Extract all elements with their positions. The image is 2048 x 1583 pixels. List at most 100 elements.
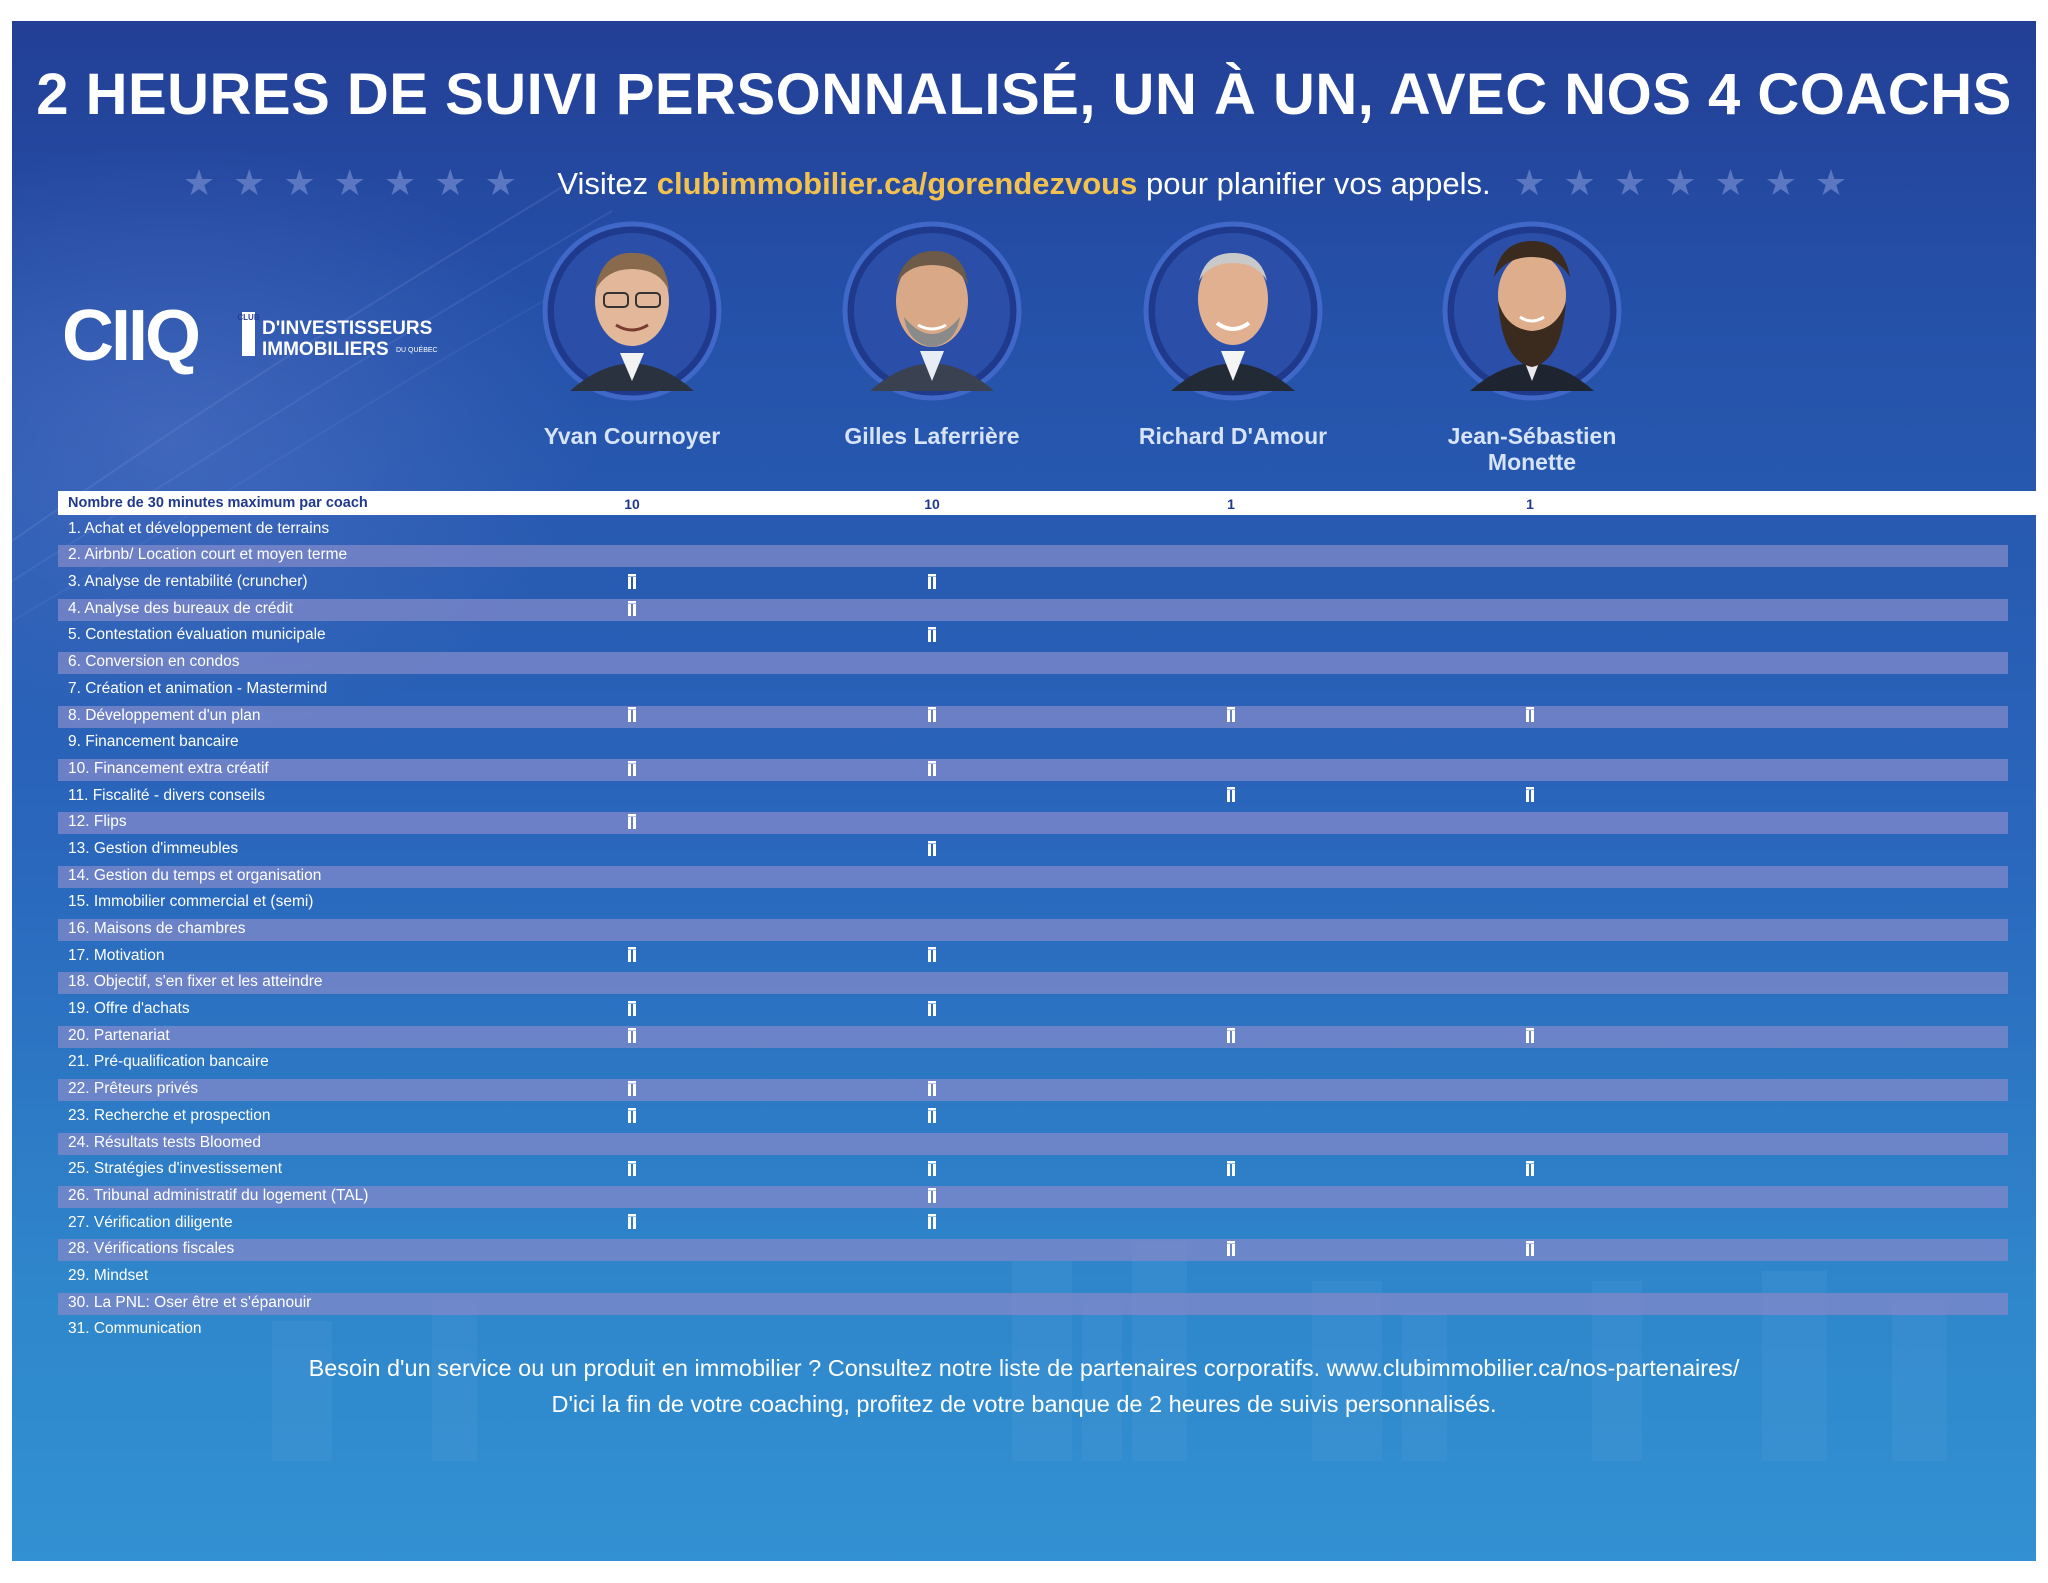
coach-richard: Richard D'Amour	[1103, 221, 1363, 449]
table-row: 12. Flips	[58, 809, 2036, 836]
topic-cell	[1500, 836, 1560, 863]
table-row: 13. Gestion d'immeubles	[58, 836, 2036, 863]
topic-cell	[1201, 622, 1261, 649]
topic-cell	[602, 916, 662, 943]
max-sessions-richard: 1	[1227, 496, 1235, 512]
topic-cell	[1201, 1290, 1261, 1317]
coach-name: Richard D'Amour	[1138, 423, 1328, 449]
topic-cell	[1500, 703, 1560, 730]
topic-cell	[1500, 1316, 1560, 1343]
topic-cell	[902, 1316, 962, 1343]
topic-cell	[602, 703, 662, 730]
topic-cell	[902, 1210, 962, 1237]
topic-cell	[1500, 622, 1560, 649]
topic-cell	[1500, 943, 1560, 970]
topic-cell	[1201, 996, 1261, 1023]
topic-cell	[602, 1183, 662, 1210]
topic-cell	[602, 863, 662, 890]
topic-label: 17. Motivation	[68, 946, 165, 964]
topic-cell	[902, 649, 962, 676]
topic-cell	[602, 1049, 662, 1076]
topic-cell	[602, 836, 662, 863]
coach-photo-avatar	[542, 221, 722, 401]
coach-gilles: Gilles Laferrière	[802, 221, 1062, 449]
stars-decoration-right: ★★★★★★★	[1513, 162, 1866, 203]
table-row: 20. Partenariat	[58, 1023, 2036, 1050]
check-mark-icon	[928, 627, 936, 643]
topic-cell	[602, 1023, 662, 1050]
topic-cell	[902, 809, 962, 836]
check-mark-icon	[628, 814, 636, 830]
topic-cell	[1500, 676, 1560, 703]
table-row: 21. Pré-qualification bancaire	[58, 1049, 2036, 1076]
topic-cell	[1201, 1210, 1261, 1237]
check-mark-icon	[628, 1000, 636, 1016]
topic-cell	[1500, 1210, 1560, 1237]
topic-cell	[902, 596, 962, 623]
topic-cell	[1201, 1049, 1261, 1076]
topic-label: 20. Partenariat	[68, 1026, 170, 1044]
topic-cell	[1500, 1183, 1560, 1210]
topic-cell	[1201, 836, 1261, 863]
topic-cell	[1500, 969, 1560, 996]
topic-cell	[902, 1263, 962, 1290]
topic-cell	[1201, 649, 1261, 676]
topic-cell	[1201, 783, 1261, 810]
topic-cell	[1201, 569, 1261, 596]
table-row: 30. La PNL: Oser être et s'épanouir	[58, 1290, 2036, 1317]
topic-label: 1. Achat et développement de terrains	[68, 519, 330, 537]
topic-cell	[1201, 1156, 1261, 1183]
topic-cell	[1500, 863, 1560, 890]
booking-link[interactable]: clubimmobilier.ca/gorendezvous	[656, 166, 1138, 201]
topic-cell	[1201, 1236, 1261, 1263]
topic-cell	[1201, 542, 1261, 569]
check-mark-icon	[1227, 1160, 1235, 1176]
topic-label: 11. Fiscalité - divers conseils	[68, 786, 265, 804]
check-mark-icon	[1227, 787, 1235, 803]
coach-photo-avatar	[842, 221, 1022, 401]
check-mark-icon	[1526, 1160, 1534, 1176]
check-mark-icon	[1227, 1241, 1235, 1257]
table-row: 26. Tribunal administratif du logement (…	[58, 1183, 2036, 1210]
topic-cell	[902, 729, 962, 756]
topic-cell	[602, 622, 662, 649]
table-row: 2. Airbnb/ Location court et moyen terme	[58, 542, 2036, 569]
table-row: 19. Offre d'achats	[58, 996, 2036, 1023]
topic-cell	[1201, 969, 1261, 996]
table-row: 28. Vérifications fiscales	[58, 1236, 2036, 1263]
page-title: 2 HEURES DE SUIVI PERSONNALISÉ, UN À UN,…	[36, 62, 2012, 127]
poster: 2 HEURES DE SUIVI PERSONNALISÉ, UN À UN,…	[12, 21, 2036, 1561]
coach-jean-sebastien: Jean-Sébastien Monette	[1402, 221, 1662, 475]
check-mark-icon	[928, 707, 936, 723]
check-mark-icon	[928, 760, 936, 776]
table-row: 5. Contestation évaluation municipale	[58, 622, 2036, 649]
visit-suffix: pour planifier vos appels.	[1145, 166, 1491, 201]
topic-cell	[1500, 1290, 1560, 1317]
table-row: 15. Immobilier commercial et (semi)	[58, 889, 2036, 916]
table-row: 10. Financement extra créatif	[58, 756, 2036, 783]
table-row: 16. Maisons de chambres	[58, 916, 2036, 943]
topic-cell	[602, 1290, 662, 1317]
topic-label: 24. Résultats tests Bloomed	[68, 1133, 261, 1151]
topic-label: 28. Vérifications fiscales	[68, 1240, 235, 1258]
table-row: 8. Développement d'un plan	[58, 703, 2036, 730]
topic-cell	[1500, 729, 1560, 756]
topics-table: Nombre de 30 minutes maximum par coach 1…	[58, 489, 2036, 1343]
topic-cell	[902, 703, 962, 730]
topic-cell	[902, 676, 962, 703]
topic-cell	[1201, 1103, 1261, 1130]
topic-cell	[1201, 729, 1261, 756]
max-sessions-yvan: 10	[624, 496, 640, 512]
table-row: 11. Fiscalité - divers conseils	[58, 783, 2036, 810]
topic-cell	[1500, 1156, 1560, 1183]
topic-cell	[902, 889, 962, 916]
check-mark-icon	[628, 760, 636, 776]
topic-cell	[1201, 1316, 1261, 1343]
topic-cell	[1201, 809, 1261, 836]
topic-label: 6. Conversion en condos	[68, 653, 240, 671]
logo-line3: DU QUÉBEC	[396, 345, 438, 354]
topic-cell	[1500, 1263, 1560, 1290]
check-mark-icon	[928, 1107, 936, 1123]
topic-cell	[602, 1156, 662, 1183]
topic-cell	[1500, 1103, 1560, 1130]
